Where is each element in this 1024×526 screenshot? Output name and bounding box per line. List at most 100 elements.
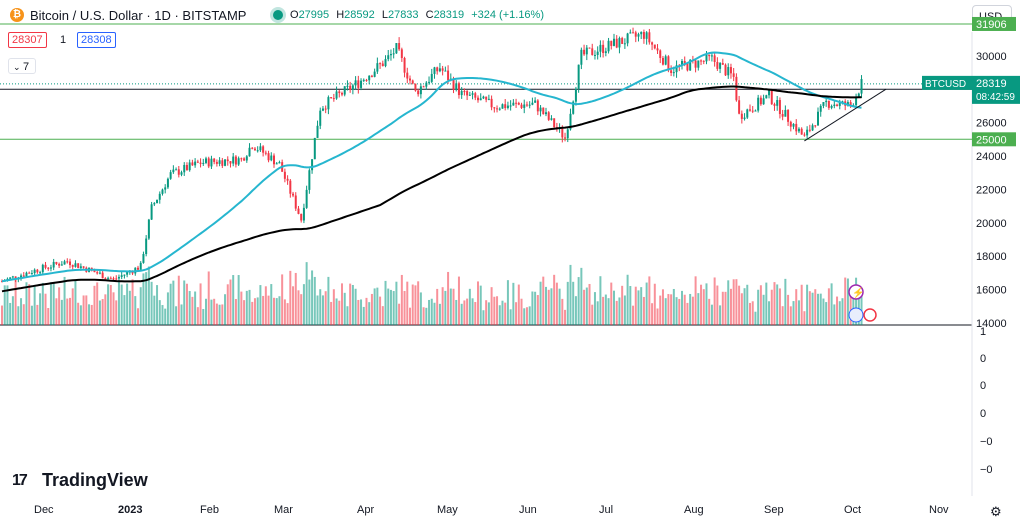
volume-bar <box>729 288 732 325</box>
chevron-down-icon: ⌄ <box>13 62 24 72</box>
candle-body <box>44 264 47 268</box>
gear-icon[interactable]: ⚙ <box>990 504 1002 519</box>
candle-body <box>365 79 368 81</box>
candle-body <box>490 98 493 108</box>
candle-body <box>343 86 346 95</box>
candle-body <box>194 161 197 166</box>
candle-body <box>47 267 50 269</box>
volume-bar <box>830 283 833 325</box>
volume-bar <box>218 304 221 325</box>
volume-bar <box>849 289 852 325</box>
volume-bar <box>596 301 599 325</box>
ohlc-low-label: L <box>381 9 388 21</box>
symbol-badge: BTCUSD <box>925 79 966 90</box>
candle-body <box>131 271 134 274</box>
volume-bar <box>618 297 621 325</box>
volume-bar <box>47 308 50 325</box>
candle-body <box>117 276 120 279</box>
volume-bar <box>234 299 237 325</box>
volume-bar <box>183 280 186 325</box>
volume-bar <box>300 294 303 325</box>
candle-body <box>346 85 349 87</box>
volume-bar <box>686 302 689 325</box>
volume-bar <box>142 273 145 325</box>
candle-body <box>694 60 697 68</box>
volume-bar <box>341 283 343 325</box>
volume-bar <box>349 283 352 325</box>
volume-bar <box>708 298 711 325</box>
candle-body <box>226 159 229 162</box>
candle-body <box>96 272 99 274</box>
volume-bar <box>509 309 512 325</box>
volume-bar <box>466 298 469 325</box>
volume-bar <box>335 298 338 325</box>
price-tick-label: 22000 <box>976 184 1007 196</box>
volume-bar <box>370 293 373 325</box>
candle-body <box>613 38 615 46</box>
volume-bar <box>762 294 765 325</box>
candle-body <box>338 91 341 94</box>
ohlc-close-value: 28319 <box>433 9 465 21</box>
volume-bar <box>637 290 640 325</box>
volume-bar <box>63 276 66 325</box>
indicators-toggle[interactable]: ⌄ 7 <box>8 58 36 74</box>
volume-bar <box>661 289 664 325</box>
volume-bar <box>41 282 44 325</box>
candle-body <box>273 155 275 165</box>
candle-body <box>743 117 746 119</box>
volume-bar <box>419 292 422 325</box>
time-tick-label: Feb <box>200 504 219 516</box>
volume-bar <box>841 298 844 325</box>
volume-bar <box>615 300 618 325</box>
volume-bar <box>169 283 172 325</box>
candle-body <box>438 68 441 72</box>
volume-bar <box>245 290 248 325</box>
volume-bar <box>158 300 161 325</box>
symbol-title[interactable]: Bitcoin / U.S. Dollar · 1D · BITSTAMP <box>30 8 247 23</box>
volume-bar <box>191 296 194 325</box>
candle-body <box>202 162 205 164</box>
candle-body <box>66 261 69 263</box>
volume-bar <box>819 293 822 325</box>
candle-body <box>137 267 139 270</box>
candle-body <box>732 73 735 77</box>
volume-bar <box>417 281 420 325</box>
volume-tick-label: 1 <box>980 326 986 338</box>
countdown-badge: 08:42:59 <box>976 92 1015 103</box>
last-price-badge: 28319 <box>976 78 1007 90</box>
volume-bar <box>689 293 692 325</box>
volume-bar <box>137 308 139 325</box>
volume-bar <box>153 295 156 325</box>
candle-body <box>596 51 599 55</box>
candle-body <box>36 269 39 273</box>
candle-body <box>477 97 479 101</box>
candle-body <box>825 100 828 103</box>
volume-bar <box>844 277 847 325</box>
candle-body <box>39 272 42 274</box>
candle-body <box>41 264 44 273</box>
ohlc-low-value: 27833 <box>387 9 419 21</box>
volume-bar <box>691 296 694 325</box>
volume-bar <box>768 301 771 325</box>
candle-body <box>411 80 414 84</box>
candle-body <box>191 162 194 166</box>
volume-bar <box>822 298 825 325</box>
bid-button[interactable]: 28307 <box>8 32 47 48</box>
volume-bar <box>447 271 450 325</box>
candle-body <box>789 121 792 127</box>
candle-body <box>305 189 308 208</box>
volume-bar <box>156 285 159 325</box>
candle-body <box>849 102 852 107</box>
volume-bar <box>253 298 256 325</box>
volume-bar <box>710 304 713 325</box>
volume-bar <box>716 285 719 325</box>
candle-body <box>457 83 460 96</box>
volume-bar <box>504 302 507 325</box>
ask-button[interactable]: 28308 <box>77 32 116 48</box>
candle-body <box>651 42 654 45</box>
candle-body <box>466 91 469 96</box>
volume-bar <box>403 290 406 325</box>
volume-bar <box>778 288 781 325</box>
candle-body <box>735 76 738 101</box>
